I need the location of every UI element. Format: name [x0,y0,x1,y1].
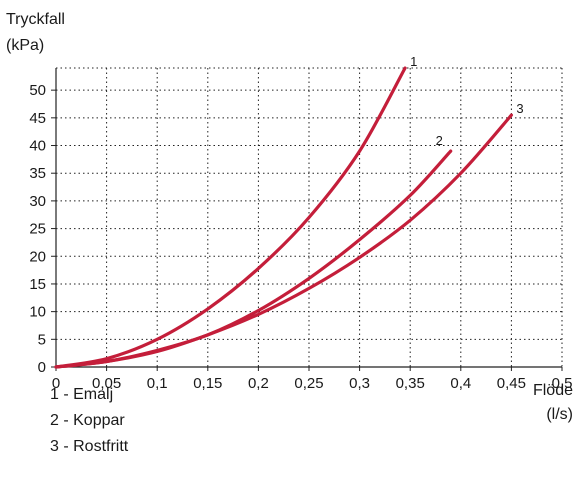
y-axis-title-line1: Tryckfall [6,11,65,28]
series-end-label-3: 3 [516,101,523,116]
y-tick-label: 5 [38,331,46,348]
legend-item-rostfritt: 3 - Rostfritt [50,438,129,455]
y-tick-label: 25 [29,221,46,238]
y-tick-label: 50 [29,82,46,99]
y-tick-label: 30 [29,193,46,210]
y-tick-label: 40 [29,138,46,155]
series-line-1 [54,66,407,369]
y-tick-label: 35 [29,165,46,182]
x-tick-label: 0,05 [92,375,121,392]
pressure-drop-chart: 0 0,05 0,1 0,15 0,2 0,25 0,3 0,35 0,4 0,45 0,5 0 5 10… [6,11,573,392]
x-tick-label: 0 [52,375,60,392]
x-tick-label: 0,5 [552,375,573,392]
y-axis-title-line2: (kPa) [6,37,44,54]
x-tick-label: 0,2 [248,375,269,392]
y-tick-label: 10 [29,304,46,321]
x-tick-label: 0,35 [396,375,425,392]
series-end-label-1: 1 [410,54,417,69]
x-tick-label: 0,15 [193,375,222,392]
y-tick-label: 0 [38,359,46,376]
y-tick-label: 15 [29,276,46,293]
x-tick-label: 0,45 [497,375,526,392]
y-tick-label: 45 [29,110,46,127]
x-axis-title-line1: Flöde [532,382,573,399]
x-tick-label: 0,1 [147,375,168,392]
x-tick-label: 0,3 [349,375,370,392]
legend-item-emalj: 1 - Emalj [50,386,114,403]
y-tick-label: 20 [29,248,46,265]
series-line-3 [54,113,513,369]
series-end-label-2: 2 [436,133,443,148]
legend-item-koppar: 2 - Koppar [50,412,125,429]
x-tick-label: 0,4 [450,375,471,392]
series-line-2 [54,149,453,369]
x-tick-label: 0,25 [294,375,323,392]
x-axis-title-line2: (l/s) [546,406,573,423]
